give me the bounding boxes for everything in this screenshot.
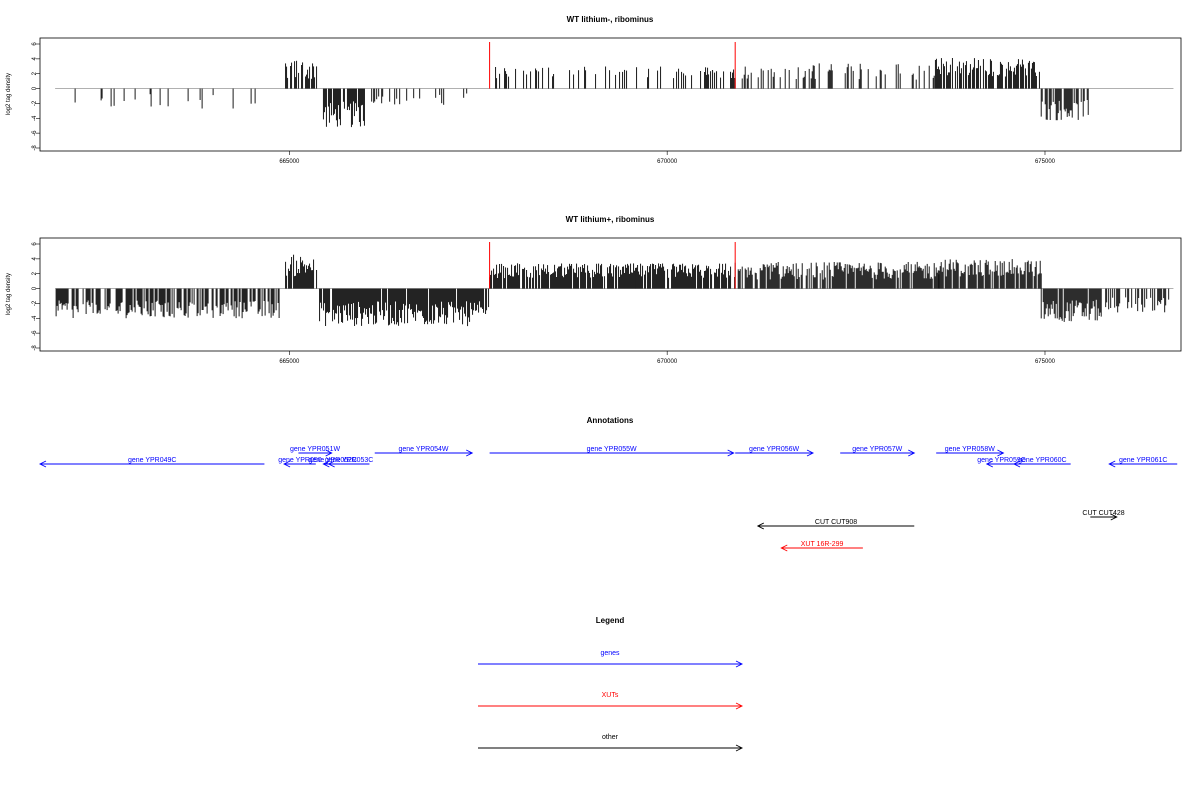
feature-label: gene YPR056W — [749, 446, 799, 453]
legend-label: XUTs — [602, 692, 619, 699]
track-panel-lithium-plus: WT lithium+, ribominus log2 tag density … — [6, 215, 1182, 365]
plot-frame — [39, 237, 1182, 352]
y-tick-label: 0 — [32, 286, 38, 290]
feature-label: XUT 16R-299 — [801, 541, 844, 548]
y-tick-label: 0 — [32, 86, 38, 90]
x-tick-label: 670000 — [657, 359, 678, 365]
y-axis: 6 4 2 0 -2 -4 -6 -8 — [32, 42, 40, 151]
feature-arrowhead — [283, 460, 291, 468]
feature-label: gene YPR051W — [290, 446, 340, 453]
feature-label: gene YPR049C — [128, 457, 177, 464]
y-tick-label: -4 — [32, 115, 38, 121]
x-tick-label: 665000 — [279, 359, 300, 365]
feature-arrowhead — [806, 449, 815, 457]
feature-label: gene YPR060C — [1018, 457, 1067, 464]
feature-label: gene YPR058W — [945, 446, 995, 453]
feature-arrowhead — [756, 522, 765, 530]
feature-label: gene YPR059C — [977, 457, 1026, 464]
y-tick-label: 2 — [32, 271, 38, 275]
feature-arrowhead — [985, 460, 994, 468]
x-tick-label: 675000 — [1035, 159, 1056, 165]
x-tick-label: 665000 — [279, 159, 300, 165]
y-tick-label: -6 — [32, 330, 38, 336]
legend-title: Legend — [596, 616, 625, 625]
feature-arrowhead — [325, 449, 333, 457]
y-tick-label: -2 — [32, 100, 38, 106]
plot-frame — [39, 37, 1182, 152]
y-tick-label: -8 — [32, 345, 38, 351]
y-axis-label: log2 tag density — [6, 73, 12, 115]
y-tick-label: 6 — [32, 242, 38, 246]
feature-arrowhead — [1110, 513, 1118, 521]
density-bars — [55, 58, 1174, 128]
feature-arrowhead — [327, 460, 335, 468]
region-markers — [489, 42, 736, 89]
y-axis: 6 4 2 0 -2 -4 -6 -8 — [32, 242, 40, 351]
feature-label: CUT CUT908 — [815, 519, 857, 526]
feature-label: gene YPR061C — [1119, 457, 1168, 464]
density-bars — [55, 254, 1174, 327]
feature-arrowhead — [908, 449, 916, 457]
annotations-panel: Annotations gene YPR049C gene YPR051W gene… — [38, 416, 1178, 552]
y-tick-label: 6 — [32, 42, 38, 46]
feature-arrowhead — [727, 449, 735, 457]
annotations-title: Annotations — [587, 416, 634, 425]
feature-arrowhead — [322, 460, 330, 468]
y-tick-label: -2 — [32, 300, 38, 306]
track-panel-lithium-minus: WT lithium-, ribominus log2 tag density … — [6, 15, 1182, 165]
track-title: WT lithium-, ribominus — [567, 15, 654, 24]
feature-label: CUT CUT428 — [1082, 510, 1124, 517]
feature-arrowhead — [1012, 460, 1021, 468]
y-tick-label: 2 — [32, 71, 38, 75]
y-tick-label: -4 — [32, 315, 38, 321]
legend-arrowhead — [735, 744, 744, 752]
feature-arrowhead — [997, 449, 1005, 457]
feature-label: gene YPR053C — [325, 457, 374, 464]
x-axis: 665000 670000 675000 — [279, 151, 1056, 165]
legend-items: genes XUTs other — [478, 650, 744, 752]
y-tick-label: -6 — [32, 130, 38, 136]
x-tick-label: 670000 — [657, 159, 678, 165]
feature-label: gene YPR057W — [852, 446, 902, 453]
feature-label: gene YPR052C — [309, 457, 358, 464]
y-tick-label: 4 — [32, 57, 38, 61]
feature-arrowhead — [38, 460, 47, 468]
legend: Legend genes XUTs other — [478, 616, 744, 752]
y-tick-label: -8 — [32, 145, 38, 151]
y-axis-label: log2 tag density — [6, 273, 12, 315]
feature-arrowhead — [1108, 460, 1116, 468]
legend-label: genes — [600, 650, 620, 657]
feature-label: gene YPR055W — [587, 446, 637, 453]
feature-label: gene YPR054W — [398, 446, 448, 453]
x-axis: 665000 670000 675000 — [279, 351, 1056, 365]
legend-label: other — [602, 734, 619, 741]
feature-label: gene YPR050 — [278, 457, 322, 464]
feature-arrowhead — [466, 449, 474, 457]
feature-arrowhead — [780, 544, 788, 552]
x-tick-label: 675000 — [1035, 359, 1056, 365]
region-markers — [489, 242, 736, 289]
legend-arrowhead — [735, 660, 744, 668]
y-tick-label: 4 — [32, 257, 38, 261]
track-title: WT lithium+, ribominus — [566, 215, 655, 224]
legend-arrowhead — [735, 702, 744, 710]
